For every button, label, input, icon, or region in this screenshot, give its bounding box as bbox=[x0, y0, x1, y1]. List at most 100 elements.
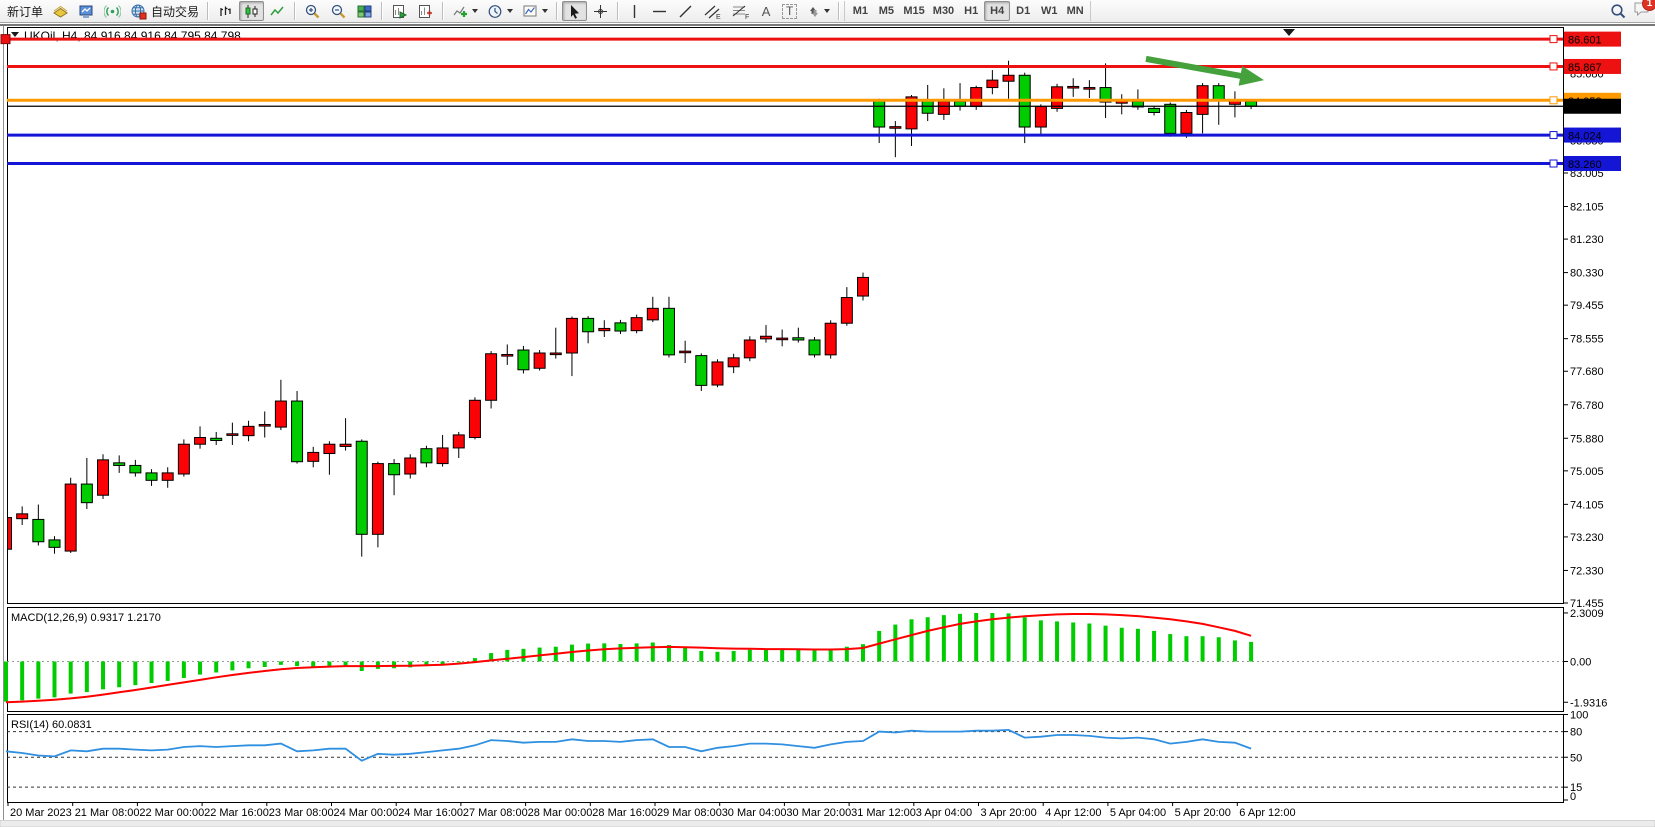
candle-bearish bbox=[420, 448, 433, 464]
timeframe-group: M1 M5 M15 M30 H1 H4 D1 W1 MN bbox=[844, 1, 1092, 21]
level-price-badge-label: 86.601 bbox=[1568, 35, 1602, 47]
candle-bullish bbox=[468, 399, 481, 439]
notifications-button[interactable]: 1 bbox=[1632, 0, 1655, 23]
x-axis-time-label: 5 Apr 20:00 bbox=[1175, 807, 1231, 819]
chart-shift-marker[interactable] bbox=[1283, 29, 1295, 36]
market-watch-button[interactable] bbox=[74, 1, 99, 21]
equidistant-channel-button[interactable]: E bbox=[699, 1, 726, 21]
candle-bullish bbox=[646, 307, 659, 321]
candle-bearish bbox=[517, 349, 530, 371]
candle-bearish bbox=[48, 539, 61, 548]
arrows-button[interactable] bbox=[802, 1, 834, 21]
x-axis-time-label: 28 Mar 16:00 bbox=[592, 807, 657, 819]
rsi-panel[interactable] bbox=[7, 714, 1564, 803]
timeframe-button-m1[interactable]: M1 bbox=[847, 1, 873, 21]
y-axis-tick-label: 73.230 bbox=[1570, 532, 1604, 544]
macd-panel[interactable] bbox=[7, 607, 1564, 712]
profiles-button[interactable] bbox=[413, 1, 438, 21]
order-book-button[interactable] bbox=[48, 1, 73, 21]
y-axis-tick-label: 72.330 bbox=[1570, 565, 1604, 577]
candle-bullish bbox=[727, 357, 740, 368]
text-button[interactable]: A bbox=[755, 1, 777, 21]
rsi-axis-tick-label: 80 bbox=[1570, 727, 1582, 739]
candle-bullish bbox=[533, 352, 546, 369]
timeframe-button-h4[interactable]: H4 bbox=[984, 1, 1011, 21]
search-icon bbox=[1611, 4, 1626, 19]
line-chart-button[interactable] bbox=[265, 1, 290, 21]
candle-bullish bbox=[759, 335, 772, 340]
level-price-badge bbox=[1564, 127, 1621, 143]
x-axis-time-label: 23 Mar 08:00 bbox=[269, 807, 334, 819]
timeframe-button-m15[interactable]: M15 bbox=[899, 1, 928, 21]
timeframe-button-m5[interactable]: M5 bbox=[873, 1, 899, 21]
timeframe-button-w1[interactable]: W1 bbox=[1036, 1, 1062, 21]
periods-button[interactable] bbox=[483, 1, 517, 21]
profiles-icon bbox=[419, 4, 433, 18]
timeframe-button-d1[interactable]: D1 bbox=[1010, 1, 1036, 21]
level-price-badge bbox=[1564, 31, 1621, 47]
horizontal-line-button[interactable] bbox=[647, 1, 672, 21]
zoom-in-icon bbox=[305, 4, 320, 18]
tile-windows-icon bbox=[357, 5, 372, 17]
candle-bullish bbox=[8, 517, 12, 550]
candle-bearish bbox=[614, 322, 627, 332]
symbol-search-button[interactable] bbox=[1605, 1, 1631, 21]
timeframe-button-m30[interactable]: M30 bbox=[929, 1, 958, 21]
main-panel[interactable] bbox=[7, 27, 1564, 604]
zoom-in-button[interactable] bbox=[300, 1, 325, 21]
cursor-button[interactable] bbox=[562, 1, 588, 21]
level-line-handle[interactable] bbox=[1549, 96, 1558, 105]
candle-bullish bbox=[1083, 87, 1096, 90]
timeframe-button-mn[interactable]: MN bbox=[1062, 1, 1088, 21]
current-price-badge-label: 84.798 bbox=[1568, 102, 1602, 114]
candle-bullish bbox=[1051, 86, 1064, 109]
window-divider bbox=[0, 24, 1655, 26]
crosshair-button[interactable] bbox=[588, 1, 613, 21]
trendline-button[interactable] bbox=[673, 1, 698, 21]
annotations-layer bbox=[1145, 29, 1295, 86]
chart-menu-triangle-icon[interactable] bbox=[11, 32, 19, 37]
svg-text:F: F bbox=[745, 14, 749, 20]
level-line-left-handle[interactable] bbox=[0, 34, 11, 45]
autotrading-globe-icon bbox=[131, 4, 147, 19]
indicators-button[interactable] bbox=[448, 1, 482, 21]
y-axis-tick-label: 75.880 bbox=[1570, 433, 1604, 445]
candle-bullish bbox=[323, 443, 336, 455]
fibonacci-button[interactable]: F bbox=[727, 1, 754, 21]
tile-windows-button[interactable] bbox=[352, 1, 377, 21]
level-line-handle[interactable] bbox=[1549, 35, 1558, 44]
candle-bearish bbox=[80, 483, 93, 504]
new-chart-button[interactable] bbox=[387, 1, 412, 21]
candle-bullish bbox=[97, 459, 110, 496]
candle-bullish bbox=[194, 437, 207, 445]
bar-chart-button[interactable] bbox=[213, 1, 238, 21]
level-line-handle[interactable] bbox=[1549, 62, 1558, 71]
trend-arrow-line[interactable] bbox=[1145, 55, 1245, 80]
y-axis-tick-label: 71.455 bbox=[1570, 598, 1604, 610]
new-order-button[interactable]: 新订单 bbox=[3, 1, 47, 21]
toolbar-separator bbox=[556, 2, 559, 20]
candle-bullish bbox=[371, 463, 384, 535]
rsi-indicator-label: RSI(14) 60.0831 bbox=[11, 719, 92, 731]
signals-button[interactable] bbox=[100, 1, 125, 21]
text-label-button[interactable]: T bbox=[778, 1, 801, 21]
candle-bearish bbox=[291, 400, 304, 463]
templates-button[interactable] bbox=[518, 1, 552, 21]
autotrading-button[interactable]: 自动交易 bbox=[126, 1, 203, 21]
macd-axis-tick-label: -1.9316 bbox=[1570, 697, 1607, 709]
arrows-tool-icon bbox=[810, 6, 819, 17]
candlestick-chart-button[interactable] bbox=[239, 1, 265, 21]
candle-bullish bbox=[889, 126, 902, 129]
market-watch-icon bbox=[79, 5, 93, 18]
candle-bullish bbox=[937, 100, 950, 115]
zoom-out-button[interactable] bbox=[326, 1, 351, 21]
timeframe-button-h1[interactable]: H1 bbox=[958, 1, 984, 21]
candle-bearish bbox=[388, 463, 401, 476]
level-line-handle[interactable] bbox=[1549, 159, 1558, 168]
level-line-handle[interactable] bbox=[1549, 131, 1558, 140]
channel-icon: E bbox=[704, 5, 721, 20]
toolbar-separator bbox=[838, 2, 841, 20]
candle-bullish bbox=[16, 513, 29, 520]
vertical-line-button[interactable] bbox=[623, 1, 646, 21]
